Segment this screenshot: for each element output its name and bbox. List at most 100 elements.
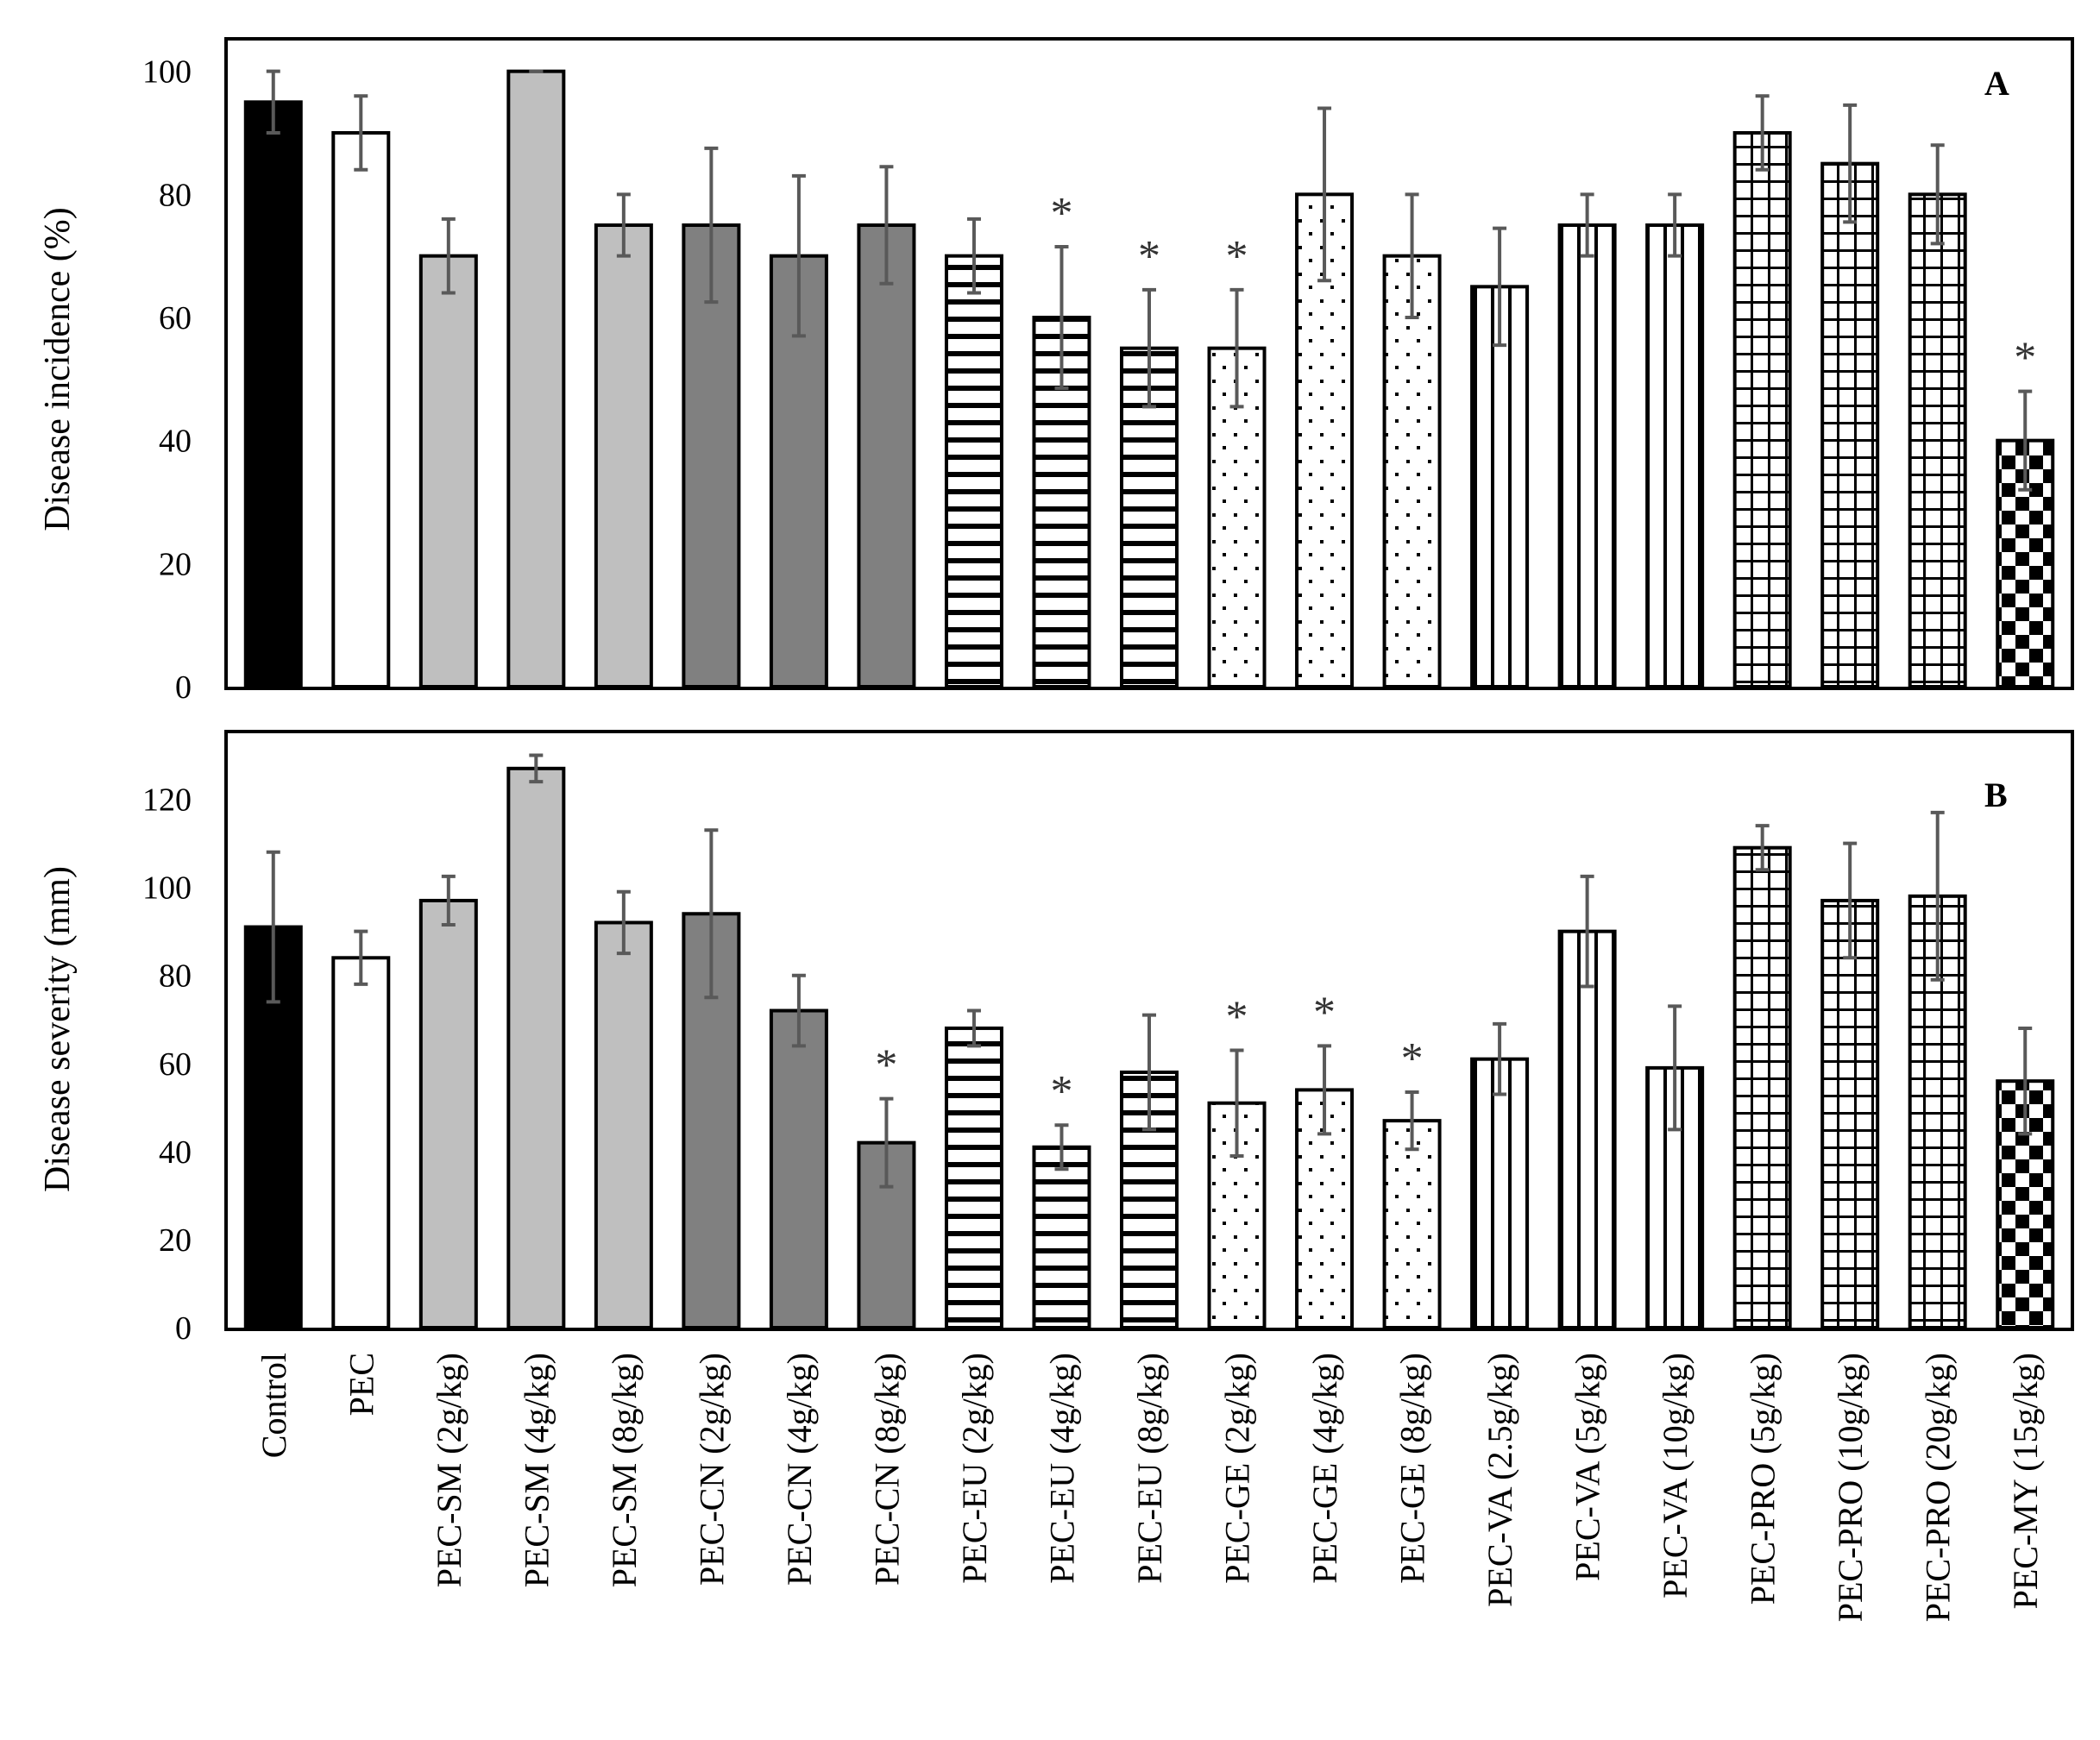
panel-b-error-bar: [2018, 1026, 2033, 1136]
panel-b-y-tick-label: 0: [175, 1310, 192, 1347]
panel-b-error-bar: [1229, 1048, 1244, 1158]
panel-b-bar: [944, 1026, 1003, 1329]
panel-a-y-tick-label: 80: [159, 177, 192, 213]
panel-a-significance-star: *: [1226, 232, 1248, 281]
panel-a-significance-star: *: [1050, 189, 1072, 238]
panel-a-error-bar: [1843, 103, 1858, 224]
panel-b-y-tick-label: 120: [142, 782, 192, 819]
panel-a-error-bar: [1405, 192, 1419, 319]
category-label: PEC-SM (4g/kg): [517, 1353, 556, 1587]
panel-b-bar: [769, 1008, 828, 1329]
panel-b-error-bar: [616, 889, 631, 956]
category-label: PEC-PRO (5g/kg): [1744, 1353, 1782, 1605]
panel-a-significance-star: *: [1138, 232, 1160, 281]
panel-a-y-tick-label: 0: [175, 669, 192, 706]
panel-b-significance-star: *: [1050, 1067, 1072, 1116]
panel-a-bar: [1908, 192, 1967, 689]
panel-a-error-bar: [704, 146, 719, 305]
category-label: PEC-PRO (20g/kg): [1919, 1353, 1958, 1622]
panel-a-error-bar: [1317, 106, 1332, 283]
category-label: PEC-GE (8g/kg): [1393, 1353, 1432, 1584]
panel-a-error-bar: [1493, 226, 1507, 348]
panel-a-y-tick-label: 60: [159, 300, 192, 336]
category-label: PEC-SM (2g/kg): [430, 1353, 468, 1587]
category-label: PEC-PRO (10g/kg): [1831, 1353, 1870, 1622]
panel-a-bar: [594, 223, 653, 688]
category-label: PEC-SM (8g/kg): [605, 1353, 644, 1587]
panel-b-bar: [1732, 845, 1792, 1329]
panel-a-y-tick-label: 40: [159, 424, 192, 460]
panel-b-label: B: [1984, 776, 2008, 814]
panel-a-bar: [769, 254, 828, 688]
panel-b-y-tick-label: 60: [159, 1046, 192, 1083]
panel-a-bar: [506, 69, 566, 688]
panel-a-y-axis-title: Disease incidence (%): [38, 207, 78, 531]
category-labels: Control PEC PEC-SM (2g/kg) PEC-SM (4g/kg) PE…: [255, 1353, 2045, 1622]
panel-a-error-bar: [1142, 287, 1156, 409]
panel-a-error-bar: [791, 173, 806, 338]
panel-a-frame: [224, 37, 2074, 690]
category-label: PEC-CN (8g/kg): [867, 1353, 906, 1586]
panel-b-bar: [1820, 898, 1880, 1330]
panel-b-bar: [1557, 929, 1617, 1329]
panel-a-error-bar: [2018, 389, 2033, 492]
panel-a-error-bar: [1229, 287, 1244, 409]
panel-a-error-bar: [1930, 143, 1945, 246]
panel-b-bar: [1382, 1119, 1442, 1330]
panel-a-error-bar: [879, 165, 894, 286]
panel-b-error-bar: [529, 753, 544, 784]
panel-b-error-bar: [791, 973, 806, 1048]
panel-b-bar: [1032, 1145, 1091, 1330]
panel-a-error-bar: [1755, 94, 1770, 172]
panel-a-error-bar: [616, 192, 631, 258]
panel-b-significance-star: *: [1401, 1034, 1424, 1084]
panel-b-bar: [594, 920, 653, 1329]
panel-b-error-bar: [1843, 841, 1858, 960]
panel-a-bar: [418, 254, 478, 688]
panel-b-error-bar: [1493, 1021, 1507, 1096]
panel-b-error-bar: [966, 1008, 981, 1048]
panel-b-error-bar: [1142, 1013, 1156, 1132]
category-label: PEC-GE (4g/kg): [1305, 1353, 1344, 1584]
panel-a-error-bar: [354, 94, 368, 172]
panel-b-y-tick-label: 40: [159, 1134, 192, 1171]
panel-b-error-bar: [354, 929, 368, 986]
category-label: PEC-CN (4g/kg): [780, 1353, 819, 1586]
panel-a-label: A: [1984, 64, 2009, 103]
panel-b-y-tick-label: 100: [142, 870, 192, 907]
category-label: Control: [255, 1353, 293, 1458]
panel-b-bar: [1470, 1057, 1530, 1329]
panel-b-y-tick-label: 20: [159, 1222, 192, 1259]
panel-b-error-bar: [1054, 1123, 1069, 1172]
panel-a-bar: [1645, 223, 1705, 688]
category-label: PEC-VA (10g/kg): [1656, 1353, 1694, 1599]
panel-a-error-bar: [966, 217, 981, 295]
panel-a-bar: [944, 254, 1003, 688]
panel-a-bar: [1820, 161, 1880, 688]
panel-b-significance-star: *: [1313, 988, 1336, 1037]
category-label: PEC-MY (15g/kg): [2006, 1353, 2045, 1609]
panel-a-error-bar: [1054, 244, 1069, 391]
category-label: PEC-EU (4g/kg): [1042, 1353, 1081, 1584]
panel-a-bar: [1732, 131, 1792, 688]
category-label: PEC-EU (2g/kg): [955, 1353, 994, 1584]
panel-b-y-axis-title: Disease severity (mm): [38, 866, 78, 1192]
panel-a-error-bar: [1668, 192, 1682, 258]
panel-a-bar: [857, 223, 916, 688]
panel-b-error-bar: [704, 828, 719, 1000]
category-label: PEC-VA (2.5g/kg): [1481, 1353, 1519, 1607]
category-label: PEC-GE (2g/kg): [1218, 1353, 1257, 1584]
panel-b-error-bar: [1580, 874, 1594, 989]
panel-b-error-bar: [1317, 1044, 1332, 1136]
panel-b-significance-star: *: [1226, 992, 1248, 1041]
panel-b: B Disease severity (mm) 020406080100120 …: [38, 730, 2074, 1347]
panel-b-y-tick-label: 80: [159, 958, 192, 995]
panel-a-bar: [1557, 223, 1617, 688]
panel-a-error-bar: [1580, 192, 1594, 258]
panel-a-bar: [1382, 254, 1442, 688]
panel-b-bars: * * * * *: [243, 753, 2055, 1330]
panel-b-y-ticks: 0 20 40 60 80 100 120: [142, 782, 192, 1347]
panel-b-error-bar: [879, 1096, 894, 1189]
